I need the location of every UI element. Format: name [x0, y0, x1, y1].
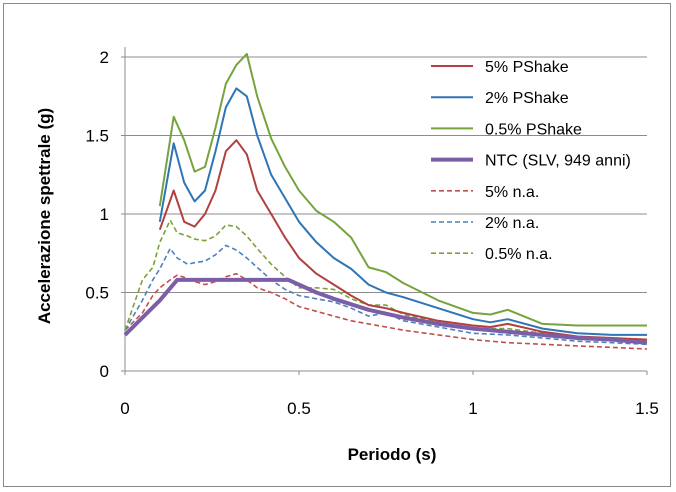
y-tick-label: 1: [100, 205, 109, 224]
series-line-1: [158, 87, 647, 336]
axis-ticks: 0 0.5 1 1.5 2 0 0.5 1 1.5: [85, 48, 658, 418]
legend-label: 0.5% PShake: [485, 121, 582, 138]
series-lines: [123, 52, 648, 350]
series-line-3: [123, 277, 648, 345]
x-axis-title: Periodo (s): [348, 445, 437, 464]
legend-label: 5% n.a.: [485, 184, 539, 201]
y-tick-label: 1.5: [85, 127, 109, 146]
x-tick-label: 0: [120, 399, 129, 418]
legend-label: 2% PShake: [485, 90, 569, 107]
y-axis-title: Accelerazione spettrale (g): [35, 108, 54, 324]
y-tick-label: 2: [100, 48, 109, 67]
series-line-0: [158, 139, 648, 341]
chart-frame: 0 0.5 1 1.5 2 0 0.5 1 1.5 Periodo (s) Accelerazi…: [3, 3, 671, 487]
y-tick-label: 0: [100, 362, 109, 381]
series-line-5: [124, 244, 648, 346]
series-line-4: [124, 272, 648, 350]
gridlines: [124, 47, 647, 372]
legend-label: 0.5% n.a.: [485, 246, 553, 263]
legend-label: 5% PShake: [485, 59, 569, 76]
legend-label: NTC (SLV, 949 anni): [485, 153, 631, 170]
legend: 5% PShake 2% PShake 0.5% PShake NTC (SLV, 9…: [431, 59, 631, 263]
y-tick-label: 0.5: [85, 284, 109, 303]
x-tick-label: 1: [468, 399, 477, 418]
x-tick-label: 0.5: [287, 399, 311, 418]
legend-label: 2% n.a.: [485, 215, 539, 232]
x-tick-label: 1.5: [635, 399, 659, 418]
series-line-2: [158, 52, 647, 327]
line-chart: 0 0.5 1 1.5 2 0 0.5 1 1.5 Periodo (s) Accelerazi…: [35, 47, 659, 464]
